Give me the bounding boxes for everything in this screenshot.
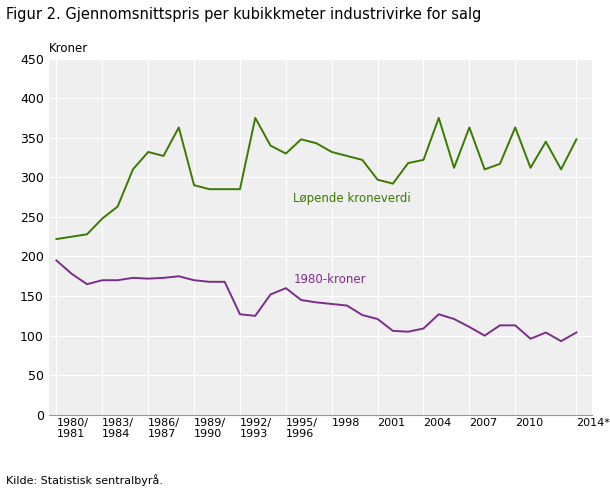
- Text: Kilde: Statistisk sentralbyrå.: Kilde: Statistisk sentralbyrå.: [6, 474, 163, 486]
- Text: Løpende kroneverdi: Løpende kroneverdi: [293, 192, 411, 205]
- Text: Kroner: Kroner: [49, 42, 88, 55]
- Text: 1980-kroner: 1980-kroner: [293, 273, 366, 286]
- Text: Figur 2. Gjennomsnittspris per kubikkmeter industrivirke for salg: Figur 2. Gjennomsnittspris per kubikkmet…: [6, 7, 481, 22]
